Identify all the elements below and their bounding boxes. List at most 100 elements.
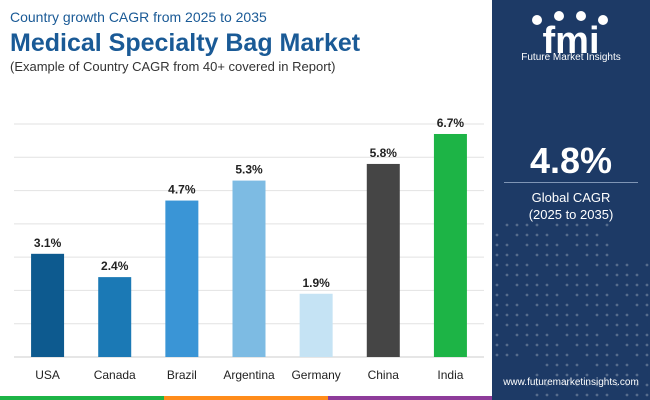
map-dot [575, 273, 579, 277]
chart-top-line: Country growth CAGR from 2025 to 2035 [10, 9, 267, 25]
map-dot [515, 223, 519, 227]
map-dot [535, 293, 539, 297]
map-dot [645, 393, 649, 397]
map-dot [505, 303, 509, 307]
map-dot [565, 253, 569, 257]
map-dot [575, 313, 579, 317]
map-dot [615, 373, 619, 377]
map-dot [595, 303, 599, 307]
map-dot [625, 383, 629, 387]
map-dot [495, 233, 499, 237]
map-dot [625, 323, 629, 327]
map-dot [495, 313, 499, 317]
map-dot [545, 293, 549, 297]
map-dot [625, 313, 629, 317]
map-dot [595, 283, 599, 287]
map-dot [575, 383, 579, 387]
map-dot [575, 263, 579, 267]
map-dot [545, 383, 549, 387]
bar-germany [299, 293, 333, 357]
map-dot [555, 353, 559, 357]
map-dot [605, 373, 609, 377]
map-dot [525, 343, 529, 347]
world-map-pattern [495, 223, 649, 397]
map-dot [595, 263, 599, 267]
map-dot [545, 353, 549, 357]
map-dot [495, 343, 499, 347]
map-dot [545, 363, 549, 367]
map-dot [555, 273, 559, 277]
data-label-brazil: 4.7% [168, 183, 196, 197]
map-dot [565, 363, 569, 367]
map-dot [515, 313, 519, 317]
map-dot [625, 373, 629, 377]
map-dot [645, 313, 649, 317]
map-dot [555, 393, 559, 397]
chart-subtitle: (Example of Country CAGR from 40+ covere… [10, 59, 336, 74]
map-dot [615, 283, 619, 287]
global-cagr-label: Global CAGR (2025 to 2035) [492, 189, 650, 223]
map-dot [615, 273, 619, 277]
map-dot [645, 333, 649, 337]
map-dot [495, 283, 499, 287]
map-dot [605, 253, 609, 257]
map-dot [495, 263, 499, 267]
map-dot [495, 293, 499, 297]
data-label-usa: 3.1% [34, 236, 62, 250]
map-dot [575, 323, 579, 327]
map-dot [585, 283, 589, 287]
map-dot [525, 313, 529, 317]
map-dot [515, 273, 519, 277]
map-dot [575, 283, 579, 287]
map-dot [645, 353, 649, 357]
map-dot [615, 363, 619, 367]
cagr-divider [504, 182, 638, 183]
map-dot [505, 323, 509, 327]
map-dot [595, 353, 599, 357]
map-dot [515, 263, 519, 267]
map-dot [525, 273, 529, 277]
map-dot [625, 343, 629, 347]
map-dot [565, 273, 569, 277]
bar-argentina [232, 180, 266, 357]
map-dot [535, 353, 539, 357]
map-dot [545, 303, 549, 307]
map-dot [545, 333, 549, 337]
map-dot [505, 263, 509, 267]
data-label-argentina: 5.3% [235, 163, 263, 177]
brand-name: Future Market Insights [521, 52, 621, 63]
map-dot [535, 223, 539, 227]
map-dot [635, 303, 639, 307]
map-dot [575, 233, 579, 237]
map-dot [625, 293, 629, 297]
map-dot [635, 323, 639, 327]
map-dot [565, 303, 569, 307]
map-dot [505, 253, 509, 257]
side-panel: fmi Future Market Insights 4.8% Global C… [492, 0, 650, 400]
map-dot [525, 243, 529, 247]
map-dot [605, 343, 609, 347]
map-dot [515, 353, 519, 357]
map-dot [635, 333, 639, 337]
map-dot [625, 393, 629, 397]
x-tick-label-india: India [437, 368, 463, 382]
map-dot [625, 283, 629, 287]
map-dot [565, 333, 569, 337]
map-dot [635, 283, 639, 287]
map-dot [595, 293, 599, 297]
map-dot [645, 303, 649, 307]
map-dot [545, 263, 549, 267]
map-dot [635, 343, 639, 347]
global-cagr-value: 4.8% [529, 140, 613, 181]
website-url[interactable]: www.futuremarketinsights.com [503, 377, 639, 388]
map-dot [595, 343, 599, 347]
x-tick-label-argentina: Argentina [223, 368, 275, 382]
map-dot [585, 383, 589, 387]
map-dot [565, 313, 569, 317]
bar-usa [31, 253, 65, 357]
map-dot [635, 353, 639, 357]
chart-header: Country growth CAGR from 2025 to 2035 Me… [10, 8, 490, 75]
map-dot [555, 303, 559, 307]
map-dot [635, 393, 639, 397]
map-dot [605, 393, 609, 397]
